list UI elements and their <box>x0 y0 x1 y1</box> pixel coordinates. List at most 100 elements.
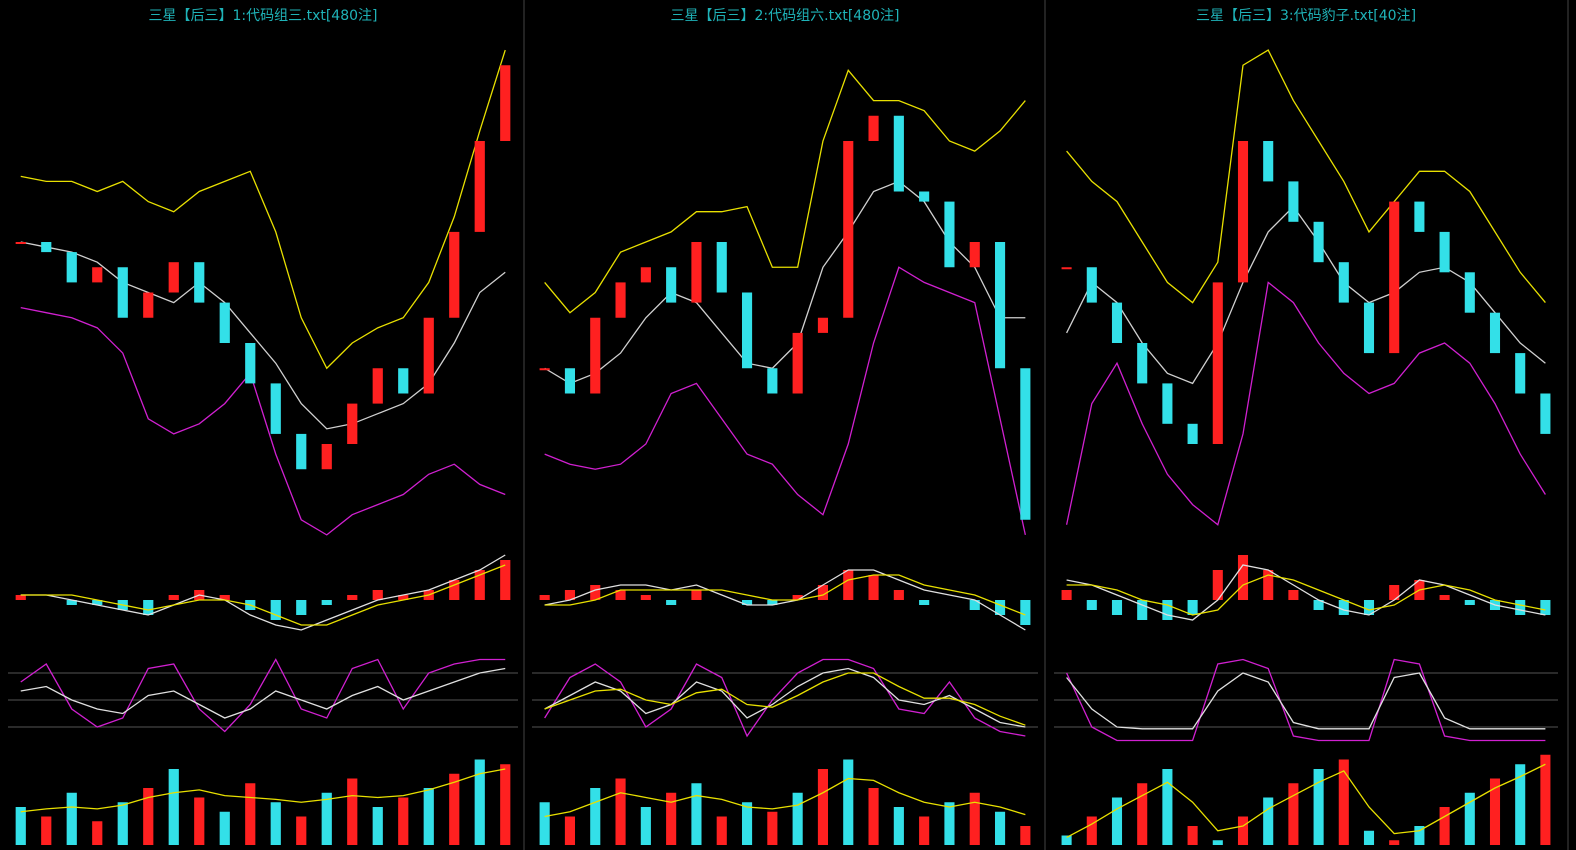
macd-bar <box>474 570 485 600</box>
macd-bar <box>15 595 26 600</box>
macd-bar <box>994 600 1006 615</box>
macd-bar <box>1187 600 1198 615</box>
volume-bar <box>1288 783 1299 845</box>
macd-bar <box>640 595 651 600</box>
macd-bar <box>539 595 550 600</box>
macd-bar <box>398 595 409 600</box>
volume-bar <box>1061 835 1072 845</box>
volume-ma <box>544 777 1026 818</box>
macd-bar <box>1061 590 1072 600</box>
macd-bar <box>1237 555 1249 600</box>
candle <box>1389 201 1400 354</box>
volume-bar <box>474 759 485 845</box>
candle <box>539 368 550 371</box>
macd-bar <box>270 600 281 620</box>
candle <box>1212 282 1223 444</box>
candle <box>1111 302 1123 343</box>
volume-bar <box>270 802 281 845</box>
candle <box>1086 267 1097 303</box>
volume-bar <box>92 821 103 845</box>
kdj-k <box>20 667 506 719</box>
kdj-j <box>544 658 1026 738</box>
macd-bar <box>1389 585 1400 600</box>
candle <box>423 317 434 394</box>
candle <box>817 317 829 333</box>
candle <box>347 403 358 444</box>
candle <box>868 115 879 141</box>
candle <box>296 433 307 470</box>
candle <box>1162 383 1173 424</box>
candle <box>792 332 803 394</box>
macd-bar <box>66 600 77 605</box>
volume-bar <box>741 802 753 845</box>
macd-bar <box>666 600 677 605</box>
candle <box>1439 231 1450 273</box>
macd-bar <box>1540 600 1551 615</box>
volume-bar <box>1237 816 1249 845</box>
candle <box>1338 262 1349 303</box>
candle <box>666 267 677 303</box>
candle <box>1137 343 1148 384</box>
macd-bar <box>347 595 358 600</box>
macd-bar <box>1515 600 1526 615</box>
macd-bar <box>1086 600 1097 610</box>
candle <box>893 115 904 192</box>
lower-band <box>20 307 506 536</box>
macd-bar <box>615 590 626 600</box>
macd-bar <box>168 595 179 600</box>
volume-bar <box>1464 792 1475 845</box>
volume-bar <box>868 788 879 845</box>
macd-bar <box>372 590 383 600</box>
volume-bar <box>994 811 1006 845</box>
panel-title: 三星【后三】2:代码组六.txt[480注] <box>671 8 900 24</box>
volume-bar <box>843 759 854 845</box>
volume-bar <box>143 788 154 845</box>
macd-bar <box>969 600 980 610</box>
candle <box>919 191 930 202</box>
volume-bar <box>296 816 307 845</box>
candle <box>767 368 778 394</box>
macd-bar <box>843 570 854 600</box>
candle <box>1363 302 1375 354</box>
volume-ma <box>20 768 506 813</box>
candle <box>398 368 409 394</box>
macd-bar <box>919 600 930 605</box>
candle <box>1464 272 1475 313</box>
volume-bar <box>1111 797 1123 845</box>
macd-bar <box>321 600 332 605</box>
macd-bar <box>1020 600 1031 625</box>
macd-dea <box>1066 574 1546 616</box>
candle <box>590 317 601 394</box>
volume-bar <box>539 802 550 845</box>
candle <box>270 383 281 434</box>
macd-bar <box>1363 600 1375 615</box>
volume-bar <box>500 764 511 845</box>
volume-bar <box>1389 840 1400 845</box>
candle <box>1061 267 1072 270</box>
candle <box>1515 353 1526 394</box>
volume-bar <box>1489 778 1501 845</box>
volume-bar <box>640 807 651 845</box>
candle <box>92 267 103 283</box>
volume-bar <box>1439 807 1450 845</box>
candle <box>66 252 77 283</box>
volume-bar <box>1086 816 1097 845</box>
macd-bar <box>1137 600 1148 620</box>
volume-bar <box>1515 764 1526 845</box>
volume-bar <box>423 788 434 845</box>
macd-bar <box>219 595 230 600</box>
volume-bar <box>1137 783 1148 845</box>
kdj-k <box>544 667 1026 728</box>
volume-bar <box>1313 769 1324 845</box>
candle <box>994 242 1006 369</box>
macd-bar <box>741 600 753 605</box>
macd-dea <box>20 564 506 626</box>
candle <box>615 282 626 318</box>
macd-bar <box>1111 600 1123 615</box>
panel-title: 三星【后三】3:代码豹子.txt[40注] <box>1196 8 1416 24</box>
macd-bar <box>767 600 778 605</box>
macd-dea <box>544 574 1026 616</box>
macd-dif <box>1066 564 1546 621</box>
